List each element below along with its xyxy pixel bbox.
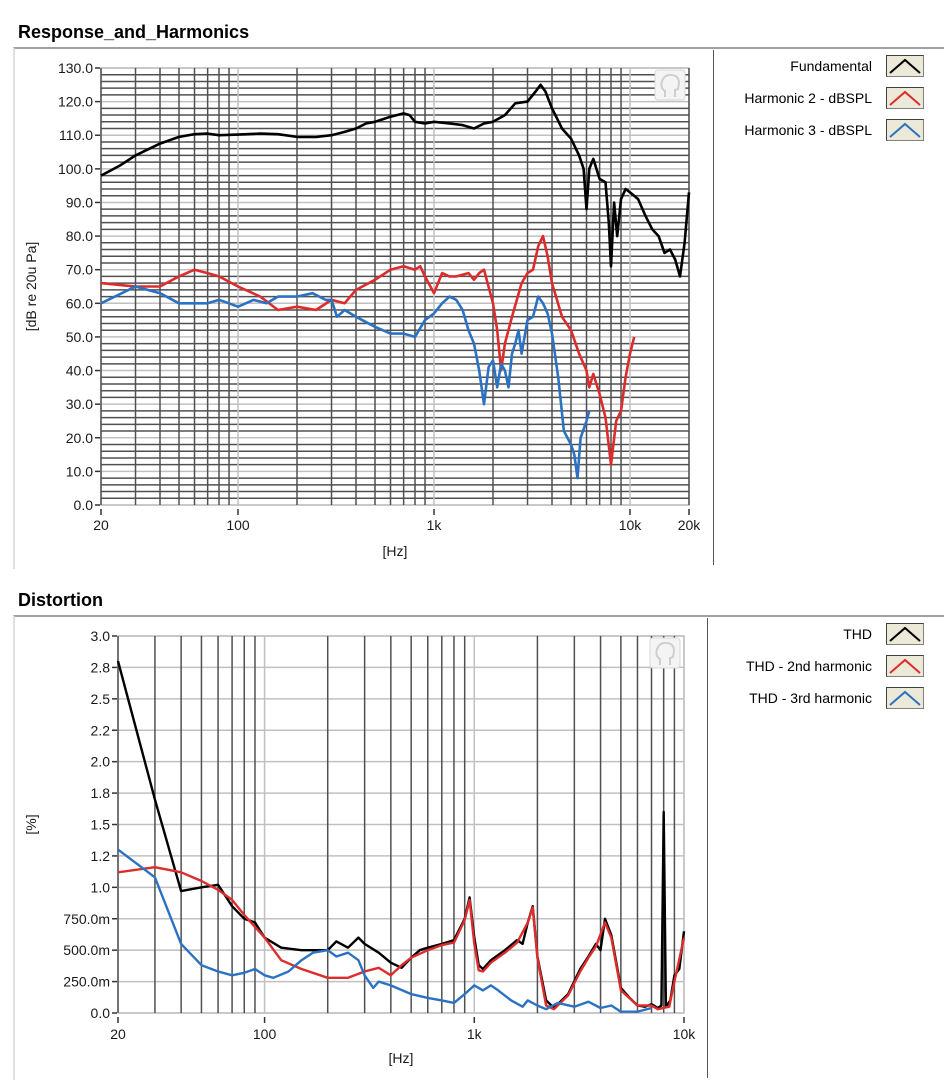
legend-swatch-thd[interactable] <box>886 623 924 645</box>
x-tick-label: 100 <box>226 517 250 533</box>
x-tick-label: 10k <box>619 517 643 533</box>
x-tick-label: 100 <box>253 1026 277 1042</box>
series-line-fundamental <box>100 83 691 278</box>
legend-line-icon <box>889 626 921 642</box>
watermark-head-outline <box>655 641 676 665</box>
y-tick-label: 60.0 <box>66 295 93 311</box>
response-chart: 0.0 10.0 20.0 30.0 40.0 50.0 60.0 70.0 80.0 90.0 1… <box>23 60 702 559</box>
legend-line-icon <box>889 58 921 74</box>
legend-item-harmonic-3[interactable]: Harmonic 3 - dBSPL <box>744 114 924 146</box>
y-tick-label: 100.0 <box>58 161 93 177</box>
y-tick-label: 110.0 <box>59 127 93 143</box>
response-panel-title: Response_and_Harmonics <box>18 22 250 42</box>
legend-label: Harmonic 3 - dBSPL <box>744 122 872 138</box>
legend-label: Fundamental <box>790 58 872 74</box>
legend-line-icon <box>889 658 921 674</box>
x-axis-label: [Hz] <box>383 543 408 559</box>
y-tick-label: 40.0 <box>66 363 93 379</box>
distortion-legend: THD THD - 2nd harmonic THD - 3rd harmoni… <box>746 618 924 714</box>
y-tick-label: 80.0 <box>66 228 93 244</box>
series-line-thd-3rd-harmonic <box>117 848 652 1013</box>
x-tick-label: 1k <box>467 1026 483 1042</box>
legend-swatch-harmonic-2[interactable] <box>886 87 924 109</box>
y-tick-label: 500.0m <box>63 942 110 958</box>
y-tick-label: 1.0 <box>91 879 111 895</box>
legend-swatch-fundamental[interactable] <box>886 55 924 77</box>
watermark-head-outline <box>660 73 681 97</box>
response-panel-frame <box>13 47 944 569</box>
y-tick-label: 10.0 <box>66 463 93 479</box>
x-tick-label: 20 <box>110 1026 126 1042</box>
y-axis-label: [%] <box>23 814 39 834</box>
y-tick-label: 2.5 <box>91 691 111 707</box>
legend-label: Harmonic 2 - dBSPL <box>744 90 872 106</box>
y-tick-label: 250.0m <box>63 974 110 990</box>
y-axis-label: [dB re 20u Pa] <box>23 242 39 332</box>
x-tick-label: 20k <box>678 517 702 533</box>
y-tick-label: 1.5 <box>91 817 111 833</box>
distortion-legend-divider <box>707 618 708 1078</box>
legend-item-thd-3rd[interactable]: THD - 3rd harmonic <box>746 682 924 714</box>
series-line-harmonic-3-dbspl <box>100 285 591 480</box>
legend-label: THD - 3rd harmonic <box>749 690 872 706</box>
watermark-head-icon <box>654 69 686 101</box>
y-tick-label: 130.0 <box>58 60 93 76</box>
y-tick-label: 3.0 <box>91 628 111 644</box>
legend-line-icon <box>889 122 921 138</box>
x-tick-label: 20 <box>93 517 109 533</box>
y-tick-label: 2.2 <box>91 722 111 738</box>
response-legend-divider <box>713 50 714 565</box>
y-tick-label: 750.0m <box>63 911 110 927</box>
legend-item-harmonic-2[interactable]: Harmonic 2 - dBSPL <box>744 82 924 114</box>
plot-background <box>100 67 690 506</box>
legend-swatch-thd-3rd[interactable] <box>886 687 924 709</box>
legend-item-fundamental[interactable]: Fundamental <box>744 50 924 82</box>
plot-area <box>117 635 685 1014</box>
series-line-harmonic-2-dbspl <box>100 234 636 467</box>
y-tick-label: 50.0 <box>66 329 93 345</box>
legend-label: THD - 2nd harmonic <box>745 658 872 674</box>
y-tick-label: 2.8 <box>91 659 111 675</box>
legend-swatch-harmonic-3[interactable] <box>886 119 924 141</box>
watermark-head-icon <box>649 637 681 669</box>
response-legend: Fundamental Harmonic 2 - dBSPL Harmonic … <box>744 50 924 146</box>
legend-label: THD <box>843 626 872 642</box>
legend-item-thd[interactable]: THD <box>746 618 924 650</box>
legend-swatch-thd-2nd[interactable] <box>886 655 924 677</box>
distortion-panel-frame <box>13 615 944 1080</box>
legend-item-thd-2nd[interactable]: THD - 2nd harmonic <box>746 650 924 682</box>
y-tick-label: 120.0 <box>58 94 93 110</box>
series-line-thd-2nd-harmonic <box>117 866 686 1011</box>
x-tick-label: 1k <box>427 517 443 533</box>
y-tick-label: 70.0 <box>66 262 93 278</box>
y-tick-label: 0.0 <box>91 1005 111 1021</box>
y-tick-label: 90.0 <box>66 194 93 210</box>
y-tick-label: 1.2 <box>91 848 111 864</box>
x-tick-label: 10k <box>673 1026 697 1042</box>
y-tick-label: 30.0 <box>66 396 93 412</box>
y-tick-label: 2.0 <box>91 754 111 770</box>
y-tick-label: 0.0 <box>74 497 94 513</box>
y-tick-label: 20.0 <box>66 430 93 446</box>
distortion-panel-title: Distortion <box>18 590 103 610</box>
x-axis-label: [Hz] <box>389 1050 414 1066</box>
y-tick-label: 1.8 <box>91 785 111 801</box>
legend-line-icon <box>889 90 921 106</box>
legend-line-icon <box>889 690 921 706</box>
